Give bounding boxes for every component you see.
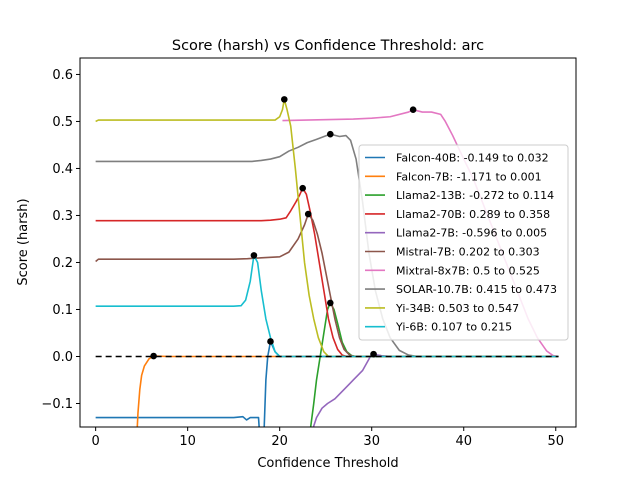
max-marker-8 [280, 96, 288, 103]
y-tick-label: 0.2 [52, 256, 73, 271]
series-line-3 [95, 187, 559, 358]
legend-label-2: Llama2-13B: -0.272 to 0.114 [396, 189, 554, 202]
y-tick-label: 0.3 [52, 209, 73, 224]
x-axis-ticks: 0 10 20 30 40 50 [92, 427, 564, 449]
legend-box [358, 144, 569, 341]
y-axis-label: Score (harsh) [16, 198, 31, 285]
legend-label-8: Yi-34B: 0.503 to 0.547 [395, 302, 519, 315]
legend-label-9: Yi-6B: 0.107 to 0.215 [395, 321, 512, 334]
series-line-7 [95, 133, 559, 358]
x-tick-label: 10 [179, 434, 196, 449]
max-marker-6 [409, 106, 417, 114]
y-tick-label: 0.6 [52, 68, 73, 83]
y-tick-label: 0.0 [52, 350, 73, 365]
series-line-5 [95, 213, 559, 358]
y-tick-label: −0.1 [41, 397, 73, 412]
x-tick-label: 50 [547, 434, 564, 449]
y-axis-ticks: −0.1 0.0 0.1 0.2 0.3 0.4 0.5 0.6 [41, 68, 80, 412]
legend-label-0: Falcon-40B: -0.149 to 0.032 [396, 152, 549, 165]
y-tick-label: 0.1 [52, 303, 73, 318]
plot-area [95, 98, 559, 427]
series-line-1 [136, 355, 559, 427]
chart-title: Score (harsh) vs Confidence Threshold: a… [172, 38, 484, 54]
max-marker-9 [250, 252, 258, 259]
max-marker-2 [327, 299, 334, 307]
max-marker-4 [370, 350, 377, 358]
max-marker-5 [304, 210, 312, 218]
legend-label-3: Llama2-70B: 0.289 to 0.358 [396, 208, 550, 221]
plot-frame [79, 57, 577, 428]
x-axis-label: Confidence Threshold [257, 456, 398, 471]
legend-label-7: SOLAR-10.7B: 0.415 to 0.473 [396, 283, 557, 296]
y-tick-label: 0.4 [52, 162, 73, 177]
legend-label-6: Mixtral-8x7B: 0.5 to 0.525 [396, 264, 540, 277]
max-marker-1 [150, 352, 157, 360]
max-marker-3 [299, 184, 306, 192]
x-tick-label: 30 [363, 434, 380, 449]
max-marker-0 [267, 338, 274, 345]
x-tick-label: 0 [92, 434, 100, 449]
legend-label-5: Mistral-7B: 0.202 to 0.303 [396, 246, 540, 259]
legend: Falcon-40B: -0.149 to 0.032 Falcon-7B: -1… [358, 144, 569, 341]
legend-label-4: Llama2-7B: -0.596 to 0.005 [396, 227, 547, 240]
legend-label-1: Falcon-7B: -1.171 to 0.001 [396, 170, 542, 183]
x-tick-label: 20 [271, 434, 288, 449]
series-line-8 [95, 98, 559, 358]
x-tick-label: 40 [455, 434, 472, 449]
y-tick-label: 0.5 [52, 115, 73, 130]
max-marker-7 [327, 130, 334, 138]
max-markers [150, 96, 417, 360]
